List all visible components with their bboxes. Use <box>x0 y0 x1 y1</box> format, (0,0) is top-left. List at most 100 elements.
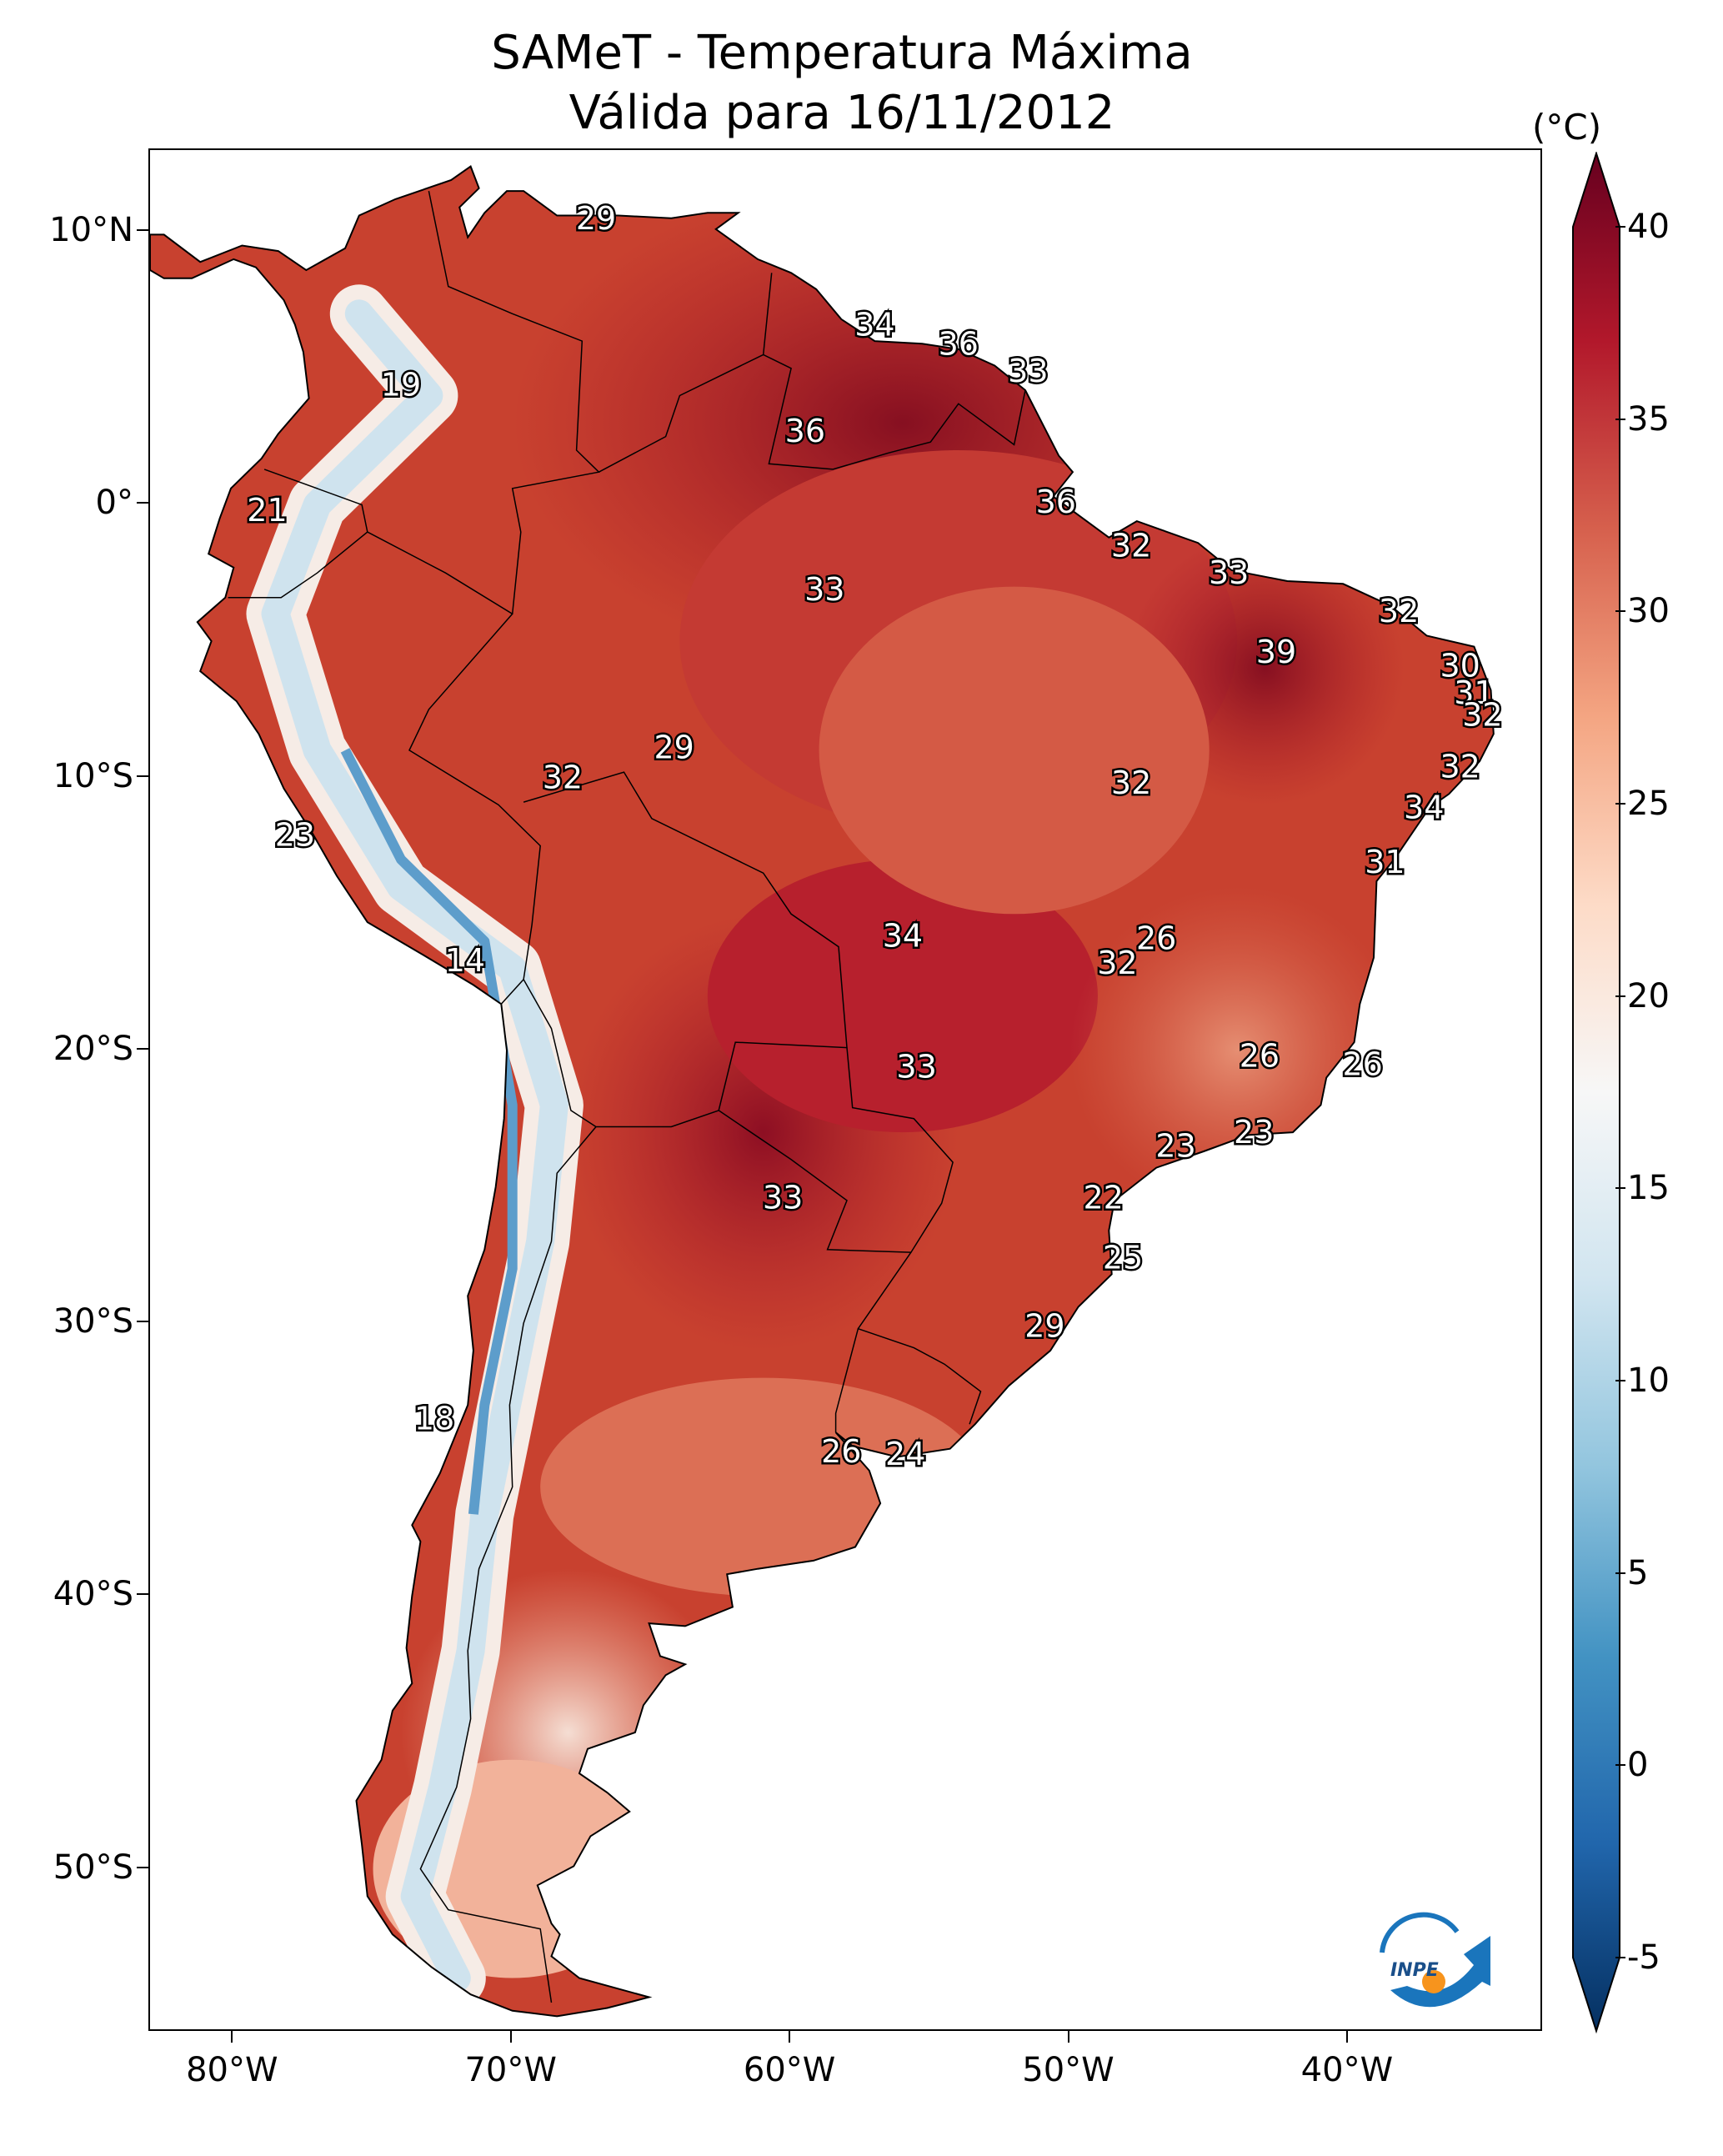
colorbar-tick-label: -5 <box>1627 1938 1660 1977</box>
temperature-label: 23 <box>1234 1114 1274 1151</box>
temperature-label: 32 <box>1462 696 1502 733</box>
longitude-tick-label: 60°W <box>743 2051 836 2089</box>
border-line-4 <box>367 531 541 1005</box>
border-line-8 <box>834 1327 982 1433</box>
longitude-tick-mark <box>1345 2031 1348 2043</box>
temperature-label: 24 <box>885 1436 925 1472</box>
colorbar-tick-label: 40 <box>1627 208 1670 246</box>
border-line-0 <box>428 190 600 614</box>
title-line-2: Válida para 16/11/2012 <box>568 86 1115 140</box>
border-line-6 <box>718 1047 954 1253</box>
logo-sun-dot <box>1422 1970 1445 1993</box>
colorbar-unit-label: (°C) <box>1532 107 1602 148</box>
temperature-label: 34 <box>883 917 923 954</box>
temperature-label: 32 <box>1111 528 1151 564</box>
longitude-tick-label: 40°W <box>1300 2051 1394 2089</box>
temperature-label: 33 <box>896 1049 936 1086</box>
temperature-label: 26 <box>1240 1037 1280 1074</box>
temperature-label: 26 <box>821 1433 861 1470</box>
logo-text: INPE <box>1390 1960 1439 1981</box>
title-line-1: SAMeT - Temperatura Máxima <box>491 26 1193 80</box>
temperature-label: 33 <box>1008 353 1048 389</box>
longitude-tick-mark <box>231 2031 233 2043</box>
inpe-logo: INPE <box>1380 1912 1490 2008</box>
latitude-tick-label: 30°S <box>53 1302 133 1341</box>
temperature-label: 18 <box>414 1401 454 1437</box>
temperature-label: 36 <box>1036 484 1076 520</box>
colorbar-tick-mark <box>1615 1187 1625 1190</box>
border-line-3 <box>228 469 368 599</box>
temperature-label: 34 <box>854 306 894 343</box>
temperature-label: 32 <box>543 760 583 796</box>
temperature-label: 26 <box>1342 1045 1382 1082</box>
latitude-tick-mark <box>137 1047 148 1050</box>
latitude-tick-label: 10°S <box>53 756 133 795</box>
latitude-tick-mark <box>137 1321 148 1323</box>
andes-cold-band <box>261 299 568 1993</box>
temperature-label: 23 <box>1155 1127 1195 1164</box>
temperature-label: 33 <box>804 571 844 608</box>
temperature-label: 36 <box>785 413 825 449</box>
temperature-label: 23 <box>275 816 315 853</box>
border-line-5 <box>523 771 848 1128</box>
temperature-label: 32 <box>1379 593 1419 629</box>
colorbar-tick-mark <box>1615 610 1625 613</box>
latitude-tick-label: 50°S <box>53 1848 133 1887</box>
border-line-9 <box>857 1251 912 1330</box>
colorbar-gradient <box>1572 152 1620 2034</box>
colorbar-tick-label: 35 <box>1627 399 1670 439</box>
border-line-7 <box>419 1126 597 2003</box>
temperature-label: 33 <box>763 1180 803 1216</box>
hot-zone-pantanal <box>707 859 1098 1133</box>
colorbar-tick-mark <box>1615 226 1625 228</box>
warm-zone-cerrado <box>819 586 1210 915</box>
temperature-label: 34 <box>1404 790 1444 826</box>
colorbar-tick-label: 25 <box>1627 785 1670 823</box>
temperature-label: 29 <box>576 200 616 237</box>
latitude-tick-label: 10°N <box>49 211 133 250</box>
mild-zone-pampas <box>540 1377 987 1597</box>
andes-coldest-core <box>340 748 518 1515</box>
colorbar-tick-label: 10 <box>1627 1361 1670 1400</box>
logo-swoosh <box>1390 1936 1490 2008</box>
temperature-label: 26 <box>1136 920 1176 957</box>
latitude-tick-label: 40°S <box>53 1575 133 1614</box>
chart-title: SAMeT - Temperatura Máxima Válida para 1… <box>150 23 1534 143</box>
colorbar-tick-mark <box>1615 803 1625 805</box>
colorbar <box>1572 152 1620 2034</box>
latitude-tick-mark <box>137 775 148 777</box>
colorbar-tick-mark <box>1615 1572 1625 1574</box>
country-borders <box>228 190 1026 2003</box>
temperature-label: 30 <box>1440 647 1480 684</box>
longitude-tick-mark <box>1067 2031 1069 2043</box>
latitude-tick-mark <box>137 229 148 232</box>
temperature-label: 31 <box>1365 844 1405 880</box>
colorbar-tick-mark <box>1615 1957 1625 1958</box>
temperature-label: 33 <box>1209 554 1249 591</box>
colorbar-tick-mark <box>1615 1380 1625 1381</box>
longitude-tick-label: 80°W <box>186 2051 278 2089</box>
colorbar-tick-mark <box>1615 995 1625 997</box>
colorbar-tick-label: 15 <box>1627 1169 1670 1208</box>
temperature-label: 29 <box>1024 1307 1064 1344</box>
border-line-2 <box>599 353 764 473</box>
logo-orbit-arc <box>1380 1912 1460 1953</box>
colorbar-tick-mark <box>1615 418 1625 420</box>
colorbar-tick-label: 30 <box>1627 592 1670 631</box>
temperature-label: 39 <box>1256 634 1296 670</box>
colorbar-tick-label: 20 <box>1627 976 1670 1015</box>
temperature-label: 29 <box>654 730 694 766</box>
colorbar-tick-mark <box>1615 1764 1625 1767</box>
border-line-1 <box>762 273 1026 470</box>
colorbar-tick-label: 5 <box>1627 1553 1649 1592</box>
temperature-label: 31 <box>1454 674 1494 711</box>
longitude-tick-mark <box>789 2031 791 2043</box>
temperature-label: 22 <box>1083 1180 1123 1216</box>
temperature-label: 36 <box>939 325 979 362</box>
latitude-tick-mark <box>137 1593 148 1596</box>
latitude-tick-mark <box>137 502 148 504</box>
latitude-tick-label: 20°S <box>53 1029 133 1068</box>
latitude-tick-label: 0° <box>95 484 133 523</box>
